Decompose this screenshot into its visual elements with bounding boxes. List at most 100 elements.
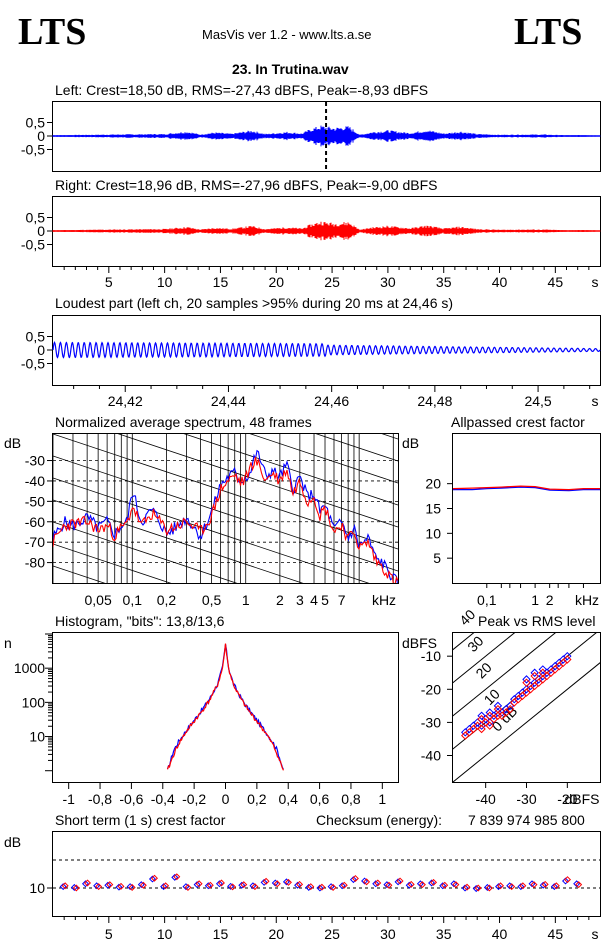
allpassed-ytick-label: 10 <box>425 525 441 541</box>
short-term-left-point <box>394 878 402 886</box>
spectrum-slope-line <box>53 477 370 583</box>
short-term-left-point <box>506 882 514 890</box>
allpassed-right-line <box>452 485 600 491</box>
short-term-left-point <box>416 880 424 888</box>
short-term-left-point <box>260 878 268 886</box>
short-term-right-point <box>139 881 147 889</box>
waveform-xtick-label: s <box>592 274 599 290</box>
short-term-right-point <box>497 882 505 890</box>
histogram-xtick-label: -0,8 <box>88 791 112 807</box>
spectrum-slope-line <box>53 543 172 583</box>
right-waveform-ytick-label: -0,5 <box>21 237 45 253</box>
histogram-xtick-label: 0 <box>222 791 230 807</box>
short-term-right-point <box>396 877 404 885</box>
peak-rms-ylabel: dBFS <box>402 635 438 651</box>
left-waveform-ytick-label: 0,5 <box>26 115 46 131</box>
spectrum-xtick-label: 0,1 <box>123 592 143 608</box>
allpassed-xtick-label: kHz <box>575 592 599 608</box>
spectrum-slope-line <box>53 434 398 550</box>
short-term-right-point <box>530 881 538 889</box>
spectrum-slope-line <box>117 434 398 528</box>
logo-left: LTS <box>18 11 87 53</box>
loudest-signal <box>52 341 601 359</box>
short-term-right-point <box>284 878 292 886</box>
short-term-right-point <box>541 880 549 888</box>
short-term-right-point <box>307 883 315 891</box>
short-term-right-point <box>251 883 259 891</box>
spectrum-slope-line <box>315 434 398 462</box>
spectrum-ytick-label: -40 <box>25 473 45 489</box>
spectrum-xtick-label: 4 <box>310 592 318 608</box>
spectrum-xtick-label: 1 <box>242 592 250 608</box>
peak-rms-xtick-label: -40 <box>476 791 496 807</box>
short-term-right-point <box>95 883 103 891</box>
spectrum-xtick-label: 0,05 <box>85 592 112 608</box>
histogram-xtick-label: 0,6 <box>310 791 330 807</box>
left-channel-title: Left: Crest=18,50 dB, RMS=-27,43 dBFS, P… <box>55 82 429 98</box>
peak-rms-frame <box>452 632 601 783</box>
histogram-xtick-label: -0,4 <box>151 791 175 807</box>
short-term-left-point <box>316 884 324 892</box>
checksum-value: 7 839 974 985 800 <box>468 812 585 828</box>
histogram-xtick-label: 0,4 <box>278 791 298 807</box>
short-term-left-point <box>528 880 536 888</box>
waveform-xtick-label: 45 <box>548 274 564 290</box>
histogram-xtick-label: 0,8 <box>341 791 361 807</box>
spectrum-right-line <box>53 456 398 583</box>
peak-rms-right-point <box>493 704 503 714</box>
short-term-right-point <box>229 883 237 891</box>
peak-rms-crest-line <box>453 633 556 717</box>
peak-rms-left-point <box>538 665 548 674</box>
short-term-xtick-label: 15 <box>213 926 229 942</box>
spectrum-slope-line <box>249 434 398 484</box>
short-term-left-point <box>383 881 391 889</box>
spectrum-slope-line <box>53 610 398 725</box>
spectrum-slope-line <box>183 434 398 506</box>
short-term-xtick-label: 20 <box>268 926 284 942</box>
left-waveform-ytick-label: -0,5 <box>21 142 45 158</box>
peak-rms-ytick-label: -30 <box>421 714 441 730</box>
short-term-left-point <box>59 883 67 891</box>
short-term-left-point <box>148 875 156 883</box>
allpassed-ytick-label: 5 <box>433 550 441 566</box>
short-term-left-point <box>104 881 112 889</box>
loudest-xtick-label: s <box>592 393 599 409</box>
spectrum-ylabel: dB <box>4 435 22 451</box>
histogram-xtick-label: -0,6 <box>119 791 143 807</box>
short-term-right-point <box>374 879 382 887</box>
short-term-left-point <box>227 882 235 890</box>
short-term-left-point <box>372 880 380 888</box>
allpassed-xtick-label: 0,1 <box>477 592 497 608</box>
peak-rms-right-point <box>477 714 486 724</box>
short-term-left-point <box>294 881 302 889</box>
allpassed-xtick-label: 2 <box>546 592 554 608</box>
short-term-left-point <box>338 882 346 890</box>
short-term-left-point <box>349 876 357 884</box>
short-term-left-point <box>171 873 179 881</box>
short-term-left-point <box>305 883 313 891</box>
short-term-left-point <box>439 882 447 890</box>
peak-rms-xlabel: dBFS <box>564 791 599 807</box>
spectrum-ytick-label: -50 <box>25 493 45 509</box>
peak-rms-left-point <box>563 651 572 661</box>
short-term-right-point <box>329 883 337 891</box>
peak-rms-right-point <box>473 721 482 730</box>
spectrum-left-line <box>53 449 398 583</box>
short-term-right-point <box>318 883 326 891</box>
short-term-left-point <box>271 879 279 887</box>
short-term-right-point <box>195 880 203 888</box>
loudest-xtick-label: 24,44 <box>211 393 246 409</box>
short-term-right-point <box>430 878 438 886</box>
short-term-xtick-label: s <box>592 926 599 942</box>
short-term-right-point <box>463 883 471 891</box>
logo-right: LTS <box>514 11 583 53</box>
short-term-left-point <box>182 883 190 891</box>
short-term-frame <box>52 831 601 917</box>
peak-rms-title: Peak vs RMS level <box>478 613 596 629</box>
histogram-left-line <box>166 644 284 770</box>
allpassed-ytick-label: 15 <box>425 501 441 517</box>
short-term-right-point <box>385 881 393 889</box>
allpassed-crest-title: Allpassed crest factor <box>451 414 585 430</box>
right-channel-title: Right: Crest=18,96 dB, RMS=-27,96 dBFS, … <box>55 177 438 193</box>
allpassed-left-line <box>453 486 600 492</box>
